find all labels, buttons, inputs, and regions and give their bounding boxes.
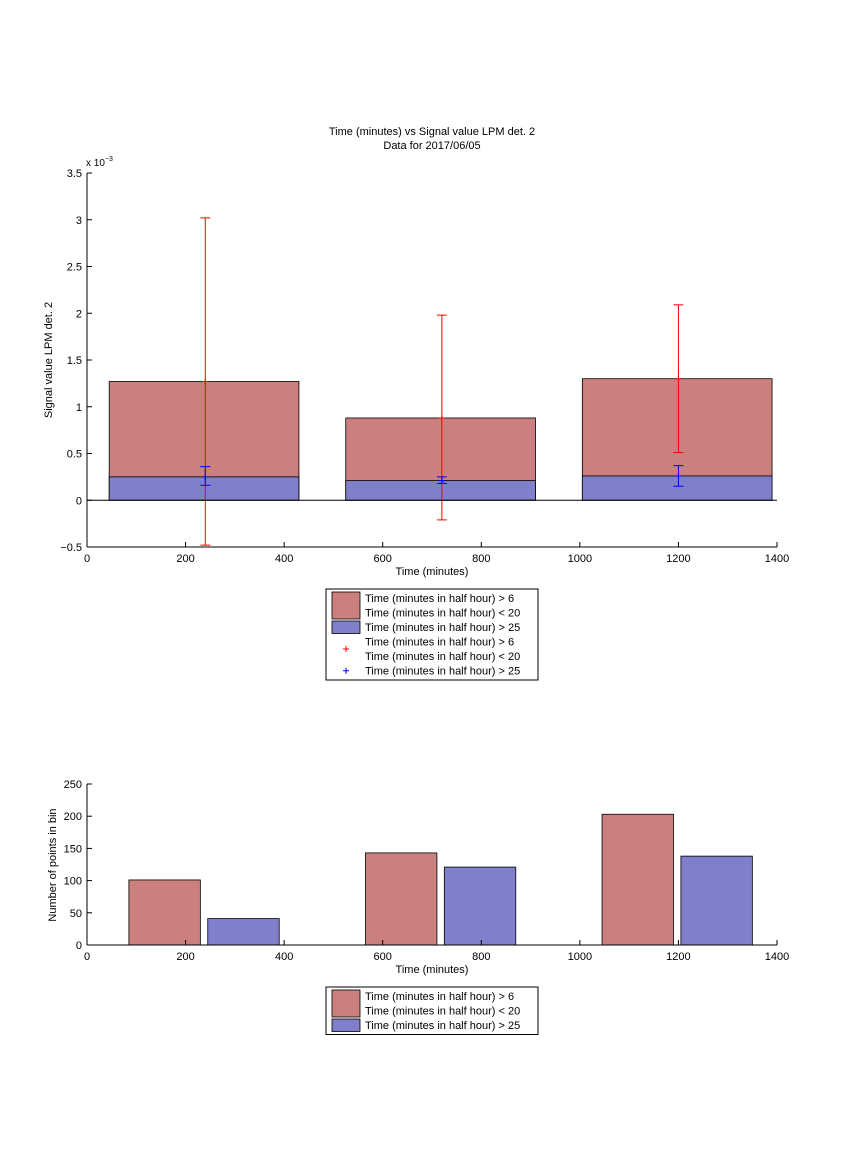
x-tick-label: 1200	[666, 553, 690, 565]
y-tick-label: 0	[76, 940, 82, 952]
legend-label: Time (minutes in half hour) < 20	[365, 608, 520, 620]
x-tick-label: 200	[176, 951, 194, 963]
legend-box	[325, 588, 539, 681]
bar-red	[365, 852, 438, 946]
y-tick-label: 0	[76, 495, 82, 507]
y-tick-label: 250	[64, 779, 82, 791]
y-tick-label: 3	[76, 215, 82, 227]
bar-blue	[207, 918, 280, 946]
y-axis-label: Number of points in bin	[47, 808, 59, 921]
legend-label: Time (minutes in half hour) > 25	[365, 666, 520, 678]
bar-blue	[581, 475, 773, 501]
y-tick-label: −0.5	[60, 542, 82, 554]
chart-subtitle: Data for 2017/06/05	[383, 140, 480, 152]
signal-chart: Time (minutes) vs Signal value LPM det. …	[43, 126, 789, 681]
x-tick-label: 800	[472, 553, 490, 565]
bar-blue	[108, 476, 300, 501]
y-tick-label: 2	[76, 308, 82, 320]
x-tick-label: 600	[374, 553, 392, 565]
legend-swatch-red	[331, 591, 361, 620]
legend-label: Time (minutes in half hour) > 25	[365, 1020, 520, 1032]
y-tick-label: 3.5	[67, 168, 82, 180]
x-axis-label: Time (minutes)	[396, 566, 469, 578]
y-tick-label: 2.5	[67, 262, 82, 274]
legend-swatch-red	[331, 989, 361, 1018]
y-tick-label: 50	[70, 908, 82, 920]
bar-red	[601, 813, 674, 946]
legend: Time (minutes in half hour) > 6 Time (min…	[325, 986, 539, 1035]
x-tick-label: 1000	[568, 951, 592, 963]
x-tick-label: 1200	[666, 951, 690, 963]
x-tick-label: 1400	[765, 951, 789, 963]
bar-blue	[680, 855, 753, 946]
exponent-label: x 10−3	[86, 156, 113, 169]
y-tick-label: 100	[64, 876, 82, 888]
x-tick-label: 400	[275, 951, 293, 963]
x-tick-label: 1400	[765, 553, 789, 565]
legend-swatch-blue	[331, 620, 361, 634]
x-axis-label: Time (minutes)	[396, 964, 469, 976]
x-tick-label: 800	[472, 951, 490, 963]
y-tick-label: 1	[76, 402, 82, 414]
y-axis-label: Signal value LPM det. 2	[43, 302, 55, 418]
x-tick-label: 0	[84, 553, 90, 565]
legend-label: Time (minutes in half hour) > 6	[365, 991, 514, 1003]
y-tick-label: 0.5	[67, 449, 82, 461]
x-tick-label: 0	[84, 951, 90, 963]
y-tick-label: 1.5	[67, 355, 82, 367]
legend-box	[325, 986, 539, 1035]
y-tick-label: 200	[64, 811, 82, 823]
x-tick-label: 200	[176, 553, 194, 565]
x-tick-label: 1000	[568, 553, 592, 565]
legend-label: Time (minutes in half hour) < 20	[365, 1006, 520, 1018]
x-tick-label: 400	[275, 553, 293, 565]
chart-title: Time (minutes) vs Signal value LPM det. …	[329, 126, 535, 138]
legend-swatch-blue	[331, 1018, 361, 1032]
y-tick-label: 150	[64, 843, 82, 855]
legend-label: Time (minutes in half hour) < 20	[365, 651, 520, 663]
bar-blue	[443, 866, 517, 946]
legend-label: Time (minutes in half hour) > 6	[365, 637, 514, 649]
bar-red	[128, 879, 201, 946]
legend: Time (minutes in half hour) > 6 Time (min…	[325, 588, 539, 681]
legend-label: Time (minutes in half hour) > 25	[365, 622, 520, 634]
legend-label: Time (minutes in half hour) > 6	[365, 593, 514, 605]
x-tick-label: 600	[374, 951, 392, 963]
count-chart: 0 200 400 600 800 1000 1200 1400 0 50 100 150 200 250…	[47, 779, 789, 1035]
